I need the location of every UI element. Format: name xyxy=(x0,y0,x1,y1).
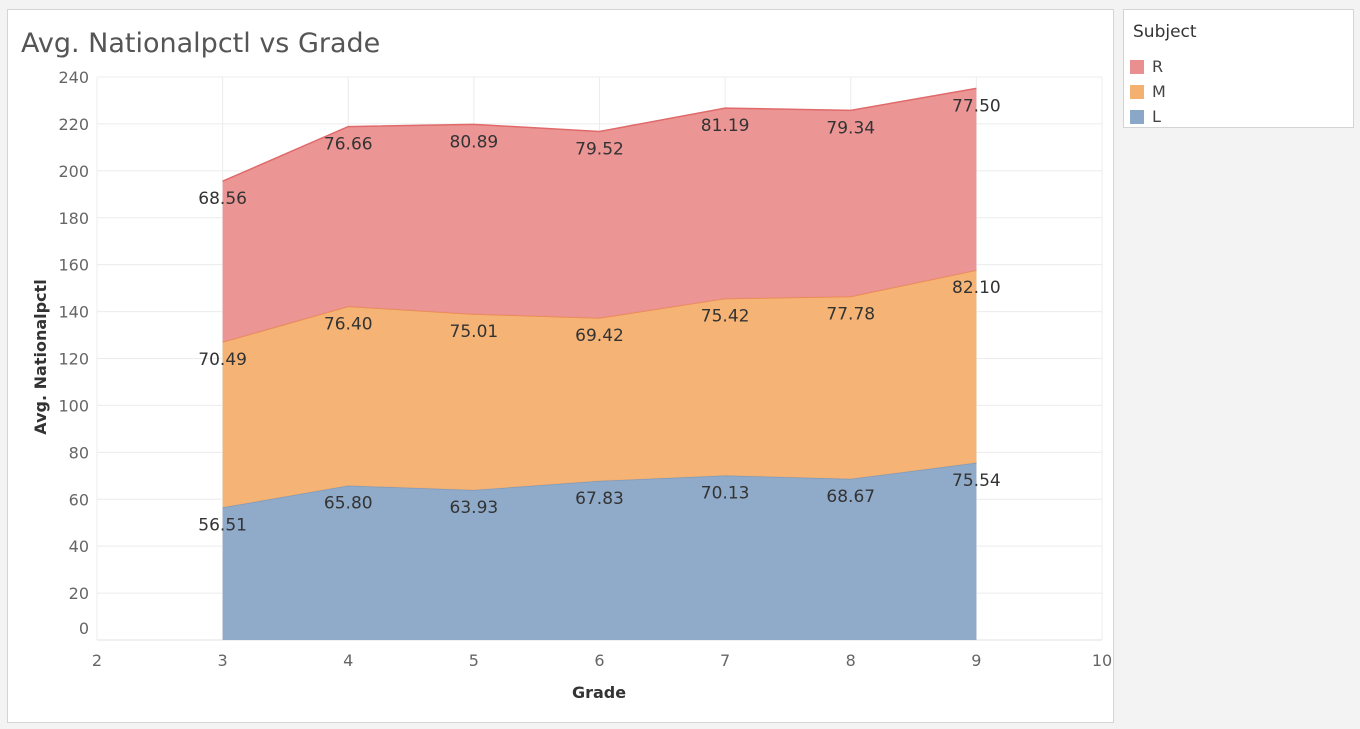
y-tick-label: 200 xyxy=(58,162,89,181)
legend-swatch xyxy=(1130,110,1144,124)
x-tick-label: 2 xyxy=(92,651,102,670)
x-axis-title: Grade xyxy=(572,683,626,702)
y-tick-label: 40 xyxy=(69,537,89,556)
y-axis: 0 20 40 60 80 100 120 140 160 180 200 220 240 xyxy=(58,68,89,638)
data-labels: 56.51 65.80 63.93 67.83 70.13 68.67 75.54 70.49… xyxy=(198,96,1000,535)
area-L xyxy=(222,462,977,640)
y-tick-label: 220 xyxy=(58,115,89,134)
data-label: 67.83 xyxy=(575,489,624,509)
data-label: 68.56 xyxy=(198,189,247,209)
stacked-areas xyxy=(222,87,977,640)
data-label: 70.49 xyxy=(198,350,247,370)
x-axis: 2 3 4 5 6 7 8 9 10 xyxy=(92,651,1112,670)
x-tick-label: 10 xyxy=(1092,651,1112,670)
x-tick-label: 6 xyxy=(594,651,604,670)
legend-label: R xyxy=(1152,57,1164,76)
y-tick-label: 160 xyxy=(58,256,89,275)
y-tick-label: 60 xyxy=(69,490,89,509)
x-tick-label: 8 xyxy=(846,651,856,670)
x-tick-label: 3 xyxy=(218,651,228,670)
y-tick-label: 140 xyxy=(58,303,89,322)
area-M xyxy=(222,270,977,508)
y-tick-label: 0 xyxy=(79,619,89,638)
y-tick-label: 180 xyxy=(58,209,89,228)
data-label: 82.10 xyxy=(952,278,1001,298)
data-label: 81.19 xyxy=(701,116,750,136)
area-line-R xyxy=(222,87,977,182)
data-label: 76.40 xyxy=(324,314,373,334)
chart-title: Avg. Nationalpctl vs Grade xyxy=(21,28,381,59)
legend-swatch xyxy=(1130,60,1144,74)
y-tick-label: 120 xyxy=(58,350,89,369)
data-label: 70.13 xyxy=(701,483,750,503)
data-label: 77.78 xyxy=(826,304,875,324)
y-axis-title: Avg. Nationalpctl xyxy=(31,279,50,434)
legend-title: Subject xyxy=(1133,22,1197,42)
data-label: 75.54 xyxy=(952,471,1001,491)
x-tick-label: 7 xyxy=(720,651,730,670)
data-label: 65.80 xyxy=(324,494,373,514)
legend-swatch xyxy=(1130,85,1144,99)
data-label: 68.67 xyxy=(826,487,875,507)
legend-label: M xyxy=(1152,82,1166,101)
data-label: 56.51 xyxy=(198,515,247,535)
data-label: 63.93 xyxy=(450,498,499,518)
y-tick-label: 240 xyxy=(58,68,89,87)
data-label: 77.50 xyxy=(952,96,1001,116)
data-label: 79.34 xyxy=(826,118,875,138)
area-R xyxy=(222,88,977,343)
x-tick-label: 4 xyxy=(343,651,353,670)
data-label: 80.89 xyxy=(450,132,499,152)
data-label: 75.42 xyxy=(701,307,750,327)
data-label: 79.52 xyxy=(575,139,624,159)
data-label: 69.42 xyxy=(575,326,624,346)
x-tick-label: 5 xyxy=(469,651,479,670)
y-tick-label: 20 xyxy=(69,584,89,603)
data-label: 76.66 xyxy=(324,135,373,155)
y-tick-label: 80 xyxy=(69,443,89,462)
y-tick-label: 100 xyxy=(58,396,89,415)
x-tick-label: 9 xyxy=(971,651,981,670)
data-label: 75.01 xyxy=(450,322,499,342)
legend-label: L xyxy=(1152,107,1161,126)
